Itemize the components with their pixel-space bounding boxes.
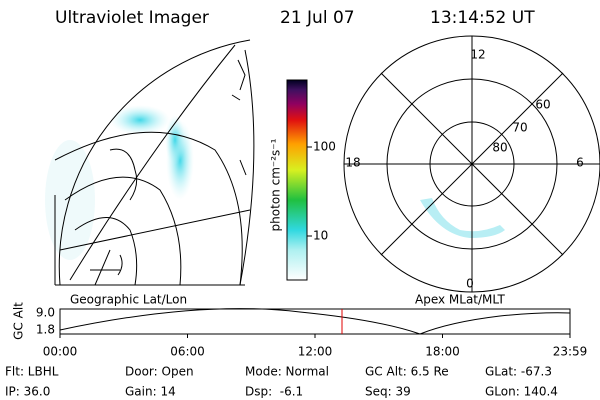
polar-label: 18 bbox=[345, 156, 360, 170]
info-field: IP: 36.0 bbox=[5, 385, 50, 399]
polar-label: 0 bbox=[466, 277, 474, 291]
timeline-xtick: 00:00 bbox=[43, 345, 78, 359]
timeline-ytick: 1.8 bbox=[36, 323, 55, 337]
polar-label: 80 bbox=[492, 141, 507, 155]
info-field: Seq: 39 bbox=[365, 385, 411, 399]
timeline-xtick: 12:00 bbox=[298, 345, 333, 359]
info-field: Door: Open bbox=[125, 365, 194, 379]
info-field: Dsp: -6.1 bbox=[245, 385, 303, 399]
date: 21 Jul 07 bbox=[280, 8, 355, 28]
colorbar-label: photon cm⁻²s⁻¹ bbox=[269, 138, 283, 231]
caption: Geographic Lat/Lon bbox=[70, 293, 187, 307]
info-field: Flt: LBHL bbox=[5, 365, 59, 379]
polar-label: 12 bbox=[470, 48, 485, 62]
caption: Apex MLat/MLT bbox=[415, 293, 505, 307]
timeline bbox=[59, 308, 571, 335]
polar-label: 60 bbox=[535, 98, 550, 112]
timeline-ytick: 9.0 bbox=[36, 306, 55, 320]
title: Ultraviolet Imager bbox=[55, 8, 209, 28]
timeline-xtick: 23:59 bbox=[553, 345, 588, 359]
colorbar-tick-label: 10 bbox=[313, 229, 328, 243]
time: 13:14:52 UT bbox=[430, 8, 535, 28]
timeline-xtick: 06:00 bbox=[170, 345, 205, 359]
colorbar-tick-label: 100 bbox=[313, 140, 336, 154]
polar-plot bbox=[343, 35, 600, 293]
info-field: GC Alt: 6.5 Re bbox=[365, 365, 449, 379]
info-field: GLat: -67.3 bbox=[485, 365, 552, 379]
info-field: Gain: 14 bbox=[125, 385, 176, 399]
polar-label: 6 bbox=[576, 156, 584, 170]
colorbar bbox=[286, 79, 308, 281]
info-field: GLon: 140.4 bbox=[485, 385, 558, 399]
timeline-ylabel: GC Alt bbox=[12, 302, 26, 340]
timeline-xtick: 18:00 bbox=[425, 345, 460, 359]
geographic-map bbox=[45, 39, 255, 286]
info-field: Mode: Normal bbox=[245, 365, 329, 379]
polar-label: 70 bbox=[512, 121, 527, 135]
